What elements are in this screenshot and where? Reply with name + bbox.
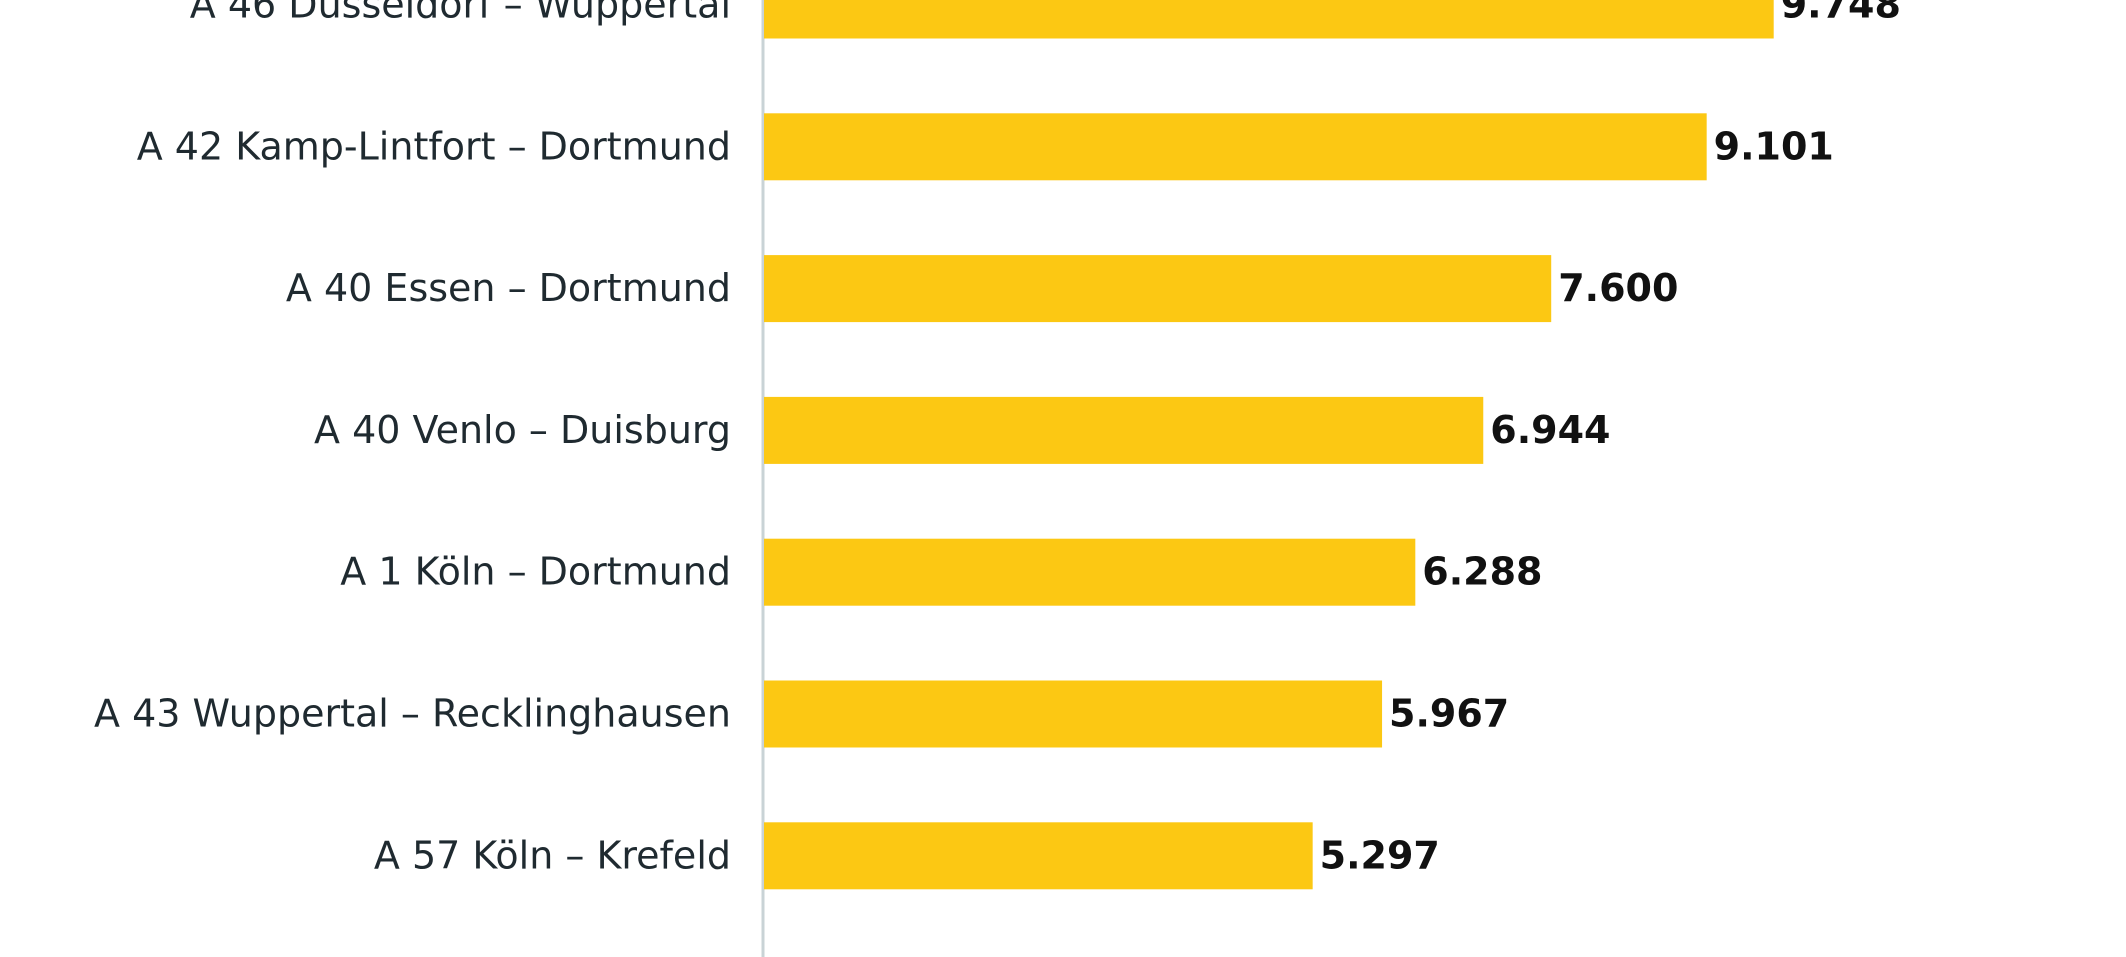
value-label: 6.288 [1422, 550, 1542, 594]
category-label: A 57 Köln – Krefeld [374, 833, 731, 877]
value-label: 6.944 [1490, 408, 1610, 452]
value-label: 5.967 [1389, 692, 1509, 736]
bar [764, 396, 1484, 464]
bar [764, 113, 1707, 181]
category-label: A 40 Essen – Dortmund [286, 266, 731, 310]
category-label: A 1 Köln – Dortmund [340, 550, 731, 594]
value-label: 5.297 [1320, 833, 1440, 877]
category-label: A 42 Kamp-Lintfort – Dortmund [137, 124, 731, 168]
category-label: A 46 Düsseldorf – Wuppertal [190, 0, 731, 27]
value-label: 9.101 [1714, 124, 1834, 168]
bar [764, 822, 1313, 890]
category-label: A 43 Wuppertal – Recklinghausen [94, 692, 731, 736]
value-label: 7.600 [1558, 266, 1678, 310]
bar [764, 255, 1552, 323]
category-label: A 40 Venlo – Duisburg [314, 408, 731, 452]
value-label: 9.748 [1781, 0, 1901, 27]
bar [764, 538, 1416, 606]
bar [764, 680, 1383, 748]
bar [764, 0, 1774, 39]
